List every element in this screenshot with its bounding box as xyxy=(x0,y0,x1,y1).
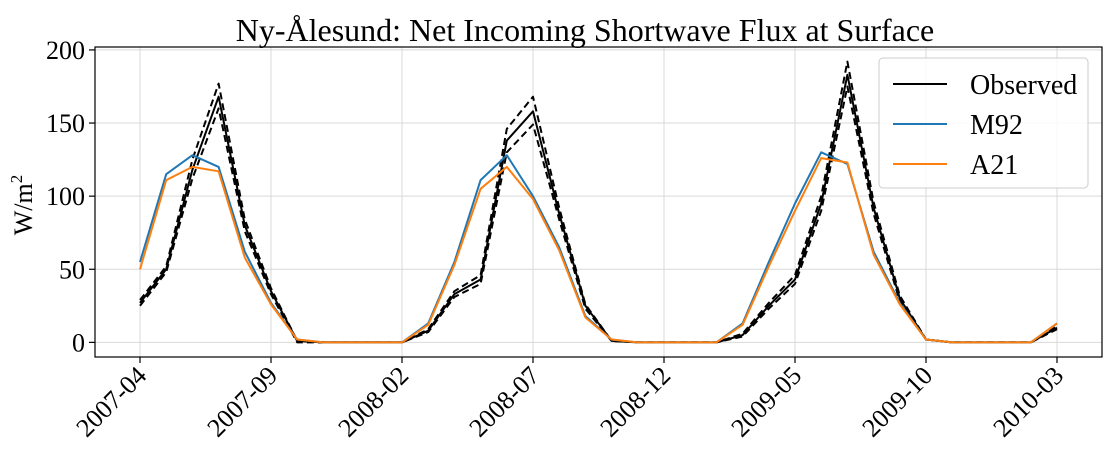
chart-title: Ny-Ålesund: Net Incoming Shortwave Flux … xyxy=(236,12,935,48)
x-tick-label: 2007-04 xyxy=(70,361,152,443)
legend: Observed M92 A21 xyxy=(878,57,1089,189)
legend-label-a21: A21 xyxy=(970,150,1018,181)
x-tick-label: 2008-02 xyxy=(332,361,414,443)
y-tick-label: 0 xyxy=(72,328,85,357)
series-line-observed-upper xyxy=(139,60,1058,344)
y-axis-label: W/m2 xyxy=(7,175,38,236)
series-layer xyxy=(139,60,1058,344)
x-tick-label: 2009-05 xyxy=(725,361,807,443)
y-tick-label: 50 xyxy=(59,255,85,284)
y-tick-label: 150 xyxy=(46,109,85,138)
y-tick-label: 200 xyxy=(46,36,85,65)
y-tick-label: 100 xyxy=(46,182,85,211)
series-line-a21 xyxy=(139,157,1058,344)
x-tick-label: 2009-10 xyxy=(856,361,938,443)
x-tick-label: 2010-03 xyxy=(987,361,1069,443)
x-axis: 2007-04 2007-09 2008-02 2008-07 2008-12 2009-… xyxy=(70,357,1069,443)
y-axis: 0 50 100 150 200 xyxy=(46,36,95,357)
legend-label-m92: M92 xyxy=(970,110,1023,141)
x-tick-label: 2008-07 xyxy=(463,361,545,443)
legend-box xyxy=(878,57,1089,189)
legend-label-observed: Observed xyxy=(970,70,1077,101)
x-tick-label: 2007-09 xyxy=(201,361,283,443)
plot-frame xyxy=(94,46,1103,358)
x-tick-label: 2008-12 xyxy=(594,361,676,443)
